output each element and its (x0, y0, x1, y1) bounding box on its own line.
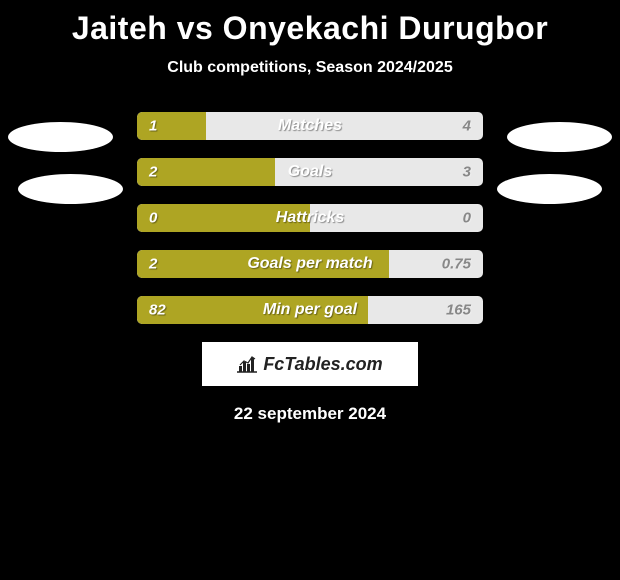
logo-content: FcTables.com (237, 354, 382, 375)
stat-bar-goals-per-match: 2 Goals per match 0.75 (137, 250, 483, 278)
stats-area: 1 Matches 4 2 Goals 3 0 Hattricks 0 2 Go… (0, 112, 620, 424)
stat-bar-matches: 1 Matches 4 (137, 112, 483, 140)
stat-value-left: 1 (149, 118, 157, 135)
stat-value-left: 82 (149, 302, 166, 319)
stat-bar-hattricks: 0 Hattricks 0 (137, 204, 483, 232)
comparison-subtitle: Club competitions, Season 2024/2025 (0, 59, 620, 77)
stat-label: Hattricks (276, 209, 344, 227)
stat-value-right: 0.75 (442, 256, 471, 273)
stat-value-right: 0 (463, 210, 471, 227)
logo-box[interactable]: FcTables.com (202, 342, 418, 386)
stat-bar-fill (137, 158, 275, 186)
stat-value-right: 4 (463, 118, 471, 135)
stat-label: Matches (278, 117, 342, 135)
logo-text: FcTables.com (263, 354, 382, 375)
stat-bar-fill (137, 112, 206, 140)
comparison-title: Jaiteh vs Onyekachi Durugbor (0, 0, 620, 47)
stat-value-right: 165 (446, 302, 471, 319)
stat-value-right: 3 (463, 164, 471, 181)
stat-value-left: 0 (149, 210, 157, 227)
stat-bar-min-per-goal: 82 Min per goal 165 (137, 296, 483, 324)
stat-label: Goals (288, 163, 332, 181)
bars-container: 1 Matches 4 2 Goals 3 0 Hattricks 0 2 Go… (137, 112, 483, 324)
player-right-avatar-2 (497, 174, 602, 204)
player-right-avatar-1 (507, 122, 612, 152)
player-left-avatar-1 (8, 122, 113, 152)
chart-icon (237, 354, 259, 374)
player-left-avatar-2 (18, 174, 123, 204)
stat-label: Min per goal (263, 301, 357, 319)
stat-value-left: 2 (149, 164, 157, 181)
stat-bar-goals: 2 Goals 3 (137, 158, 483, 186)
date-text: 22 september 2024 (0, 404, 620, 424)
stat-value-left: 2 (149, 256, 157, 273)
stat-label: Goals per match (247, 255, 372, 273)
